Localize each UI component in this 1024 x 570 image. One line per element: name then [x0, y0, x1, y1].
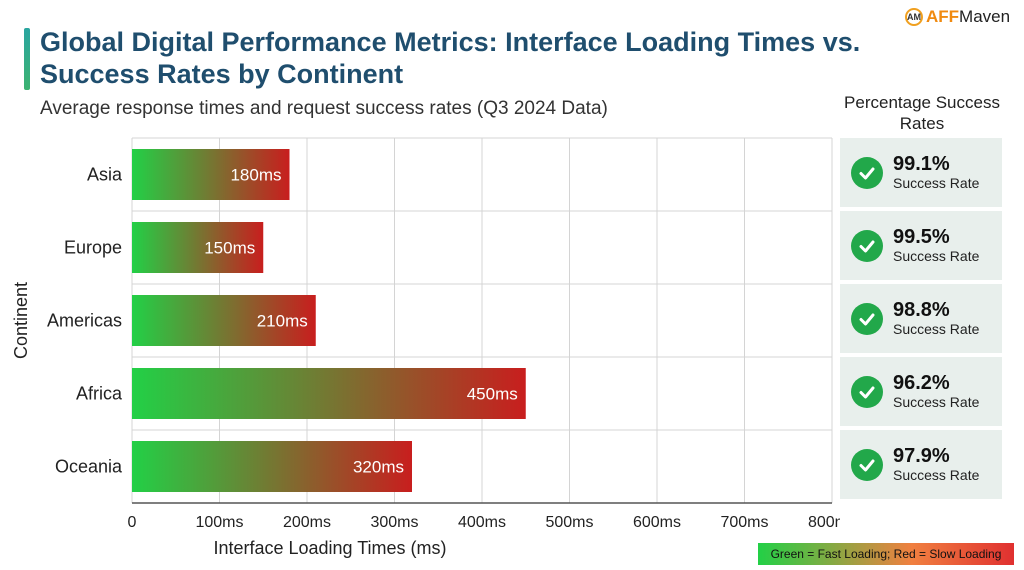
success-rate-value: 96.2% — [893, 372, 950, 394]
check-circle-icon — [851, 229, 883, 262]
success-rate-label: Success Rate — [893, 321, 980, 337]
title-accent-bar — [24, 28, 30, 90]
y-tick-label: Europe — [64, 238, 122, 258]
success-rate-label: Success Rate — [893, 175, 980, 191]
x-axis-title: Interface Loading Times (ms) — [213, 538, 446, 558]
bar-value-label: 210ms — [257, 312, 308, 331]
x-tick-label: 0 — [128, 514, 137, 531]
x-tick-label: 700ms — [720, 514, 768, 531]
bar — [132, 222, 264, 273]
success-rate-label: Success Rate — [893, 248, 980, 264]
x-tick-label: 800ms — [808, 514, 840, 531]
color-legend-note: Green = Fast Loading; Red = Slow Loading — [758, 543, 1014, 565]
x-tick-label: 200ms — [283, 514, 331, 531]
y-tick-label: Oceania — [55, 457, 123, 477]
brand-logo: AM AFFMaven — [905, 7, 1010, 27]
chart-title: Global Digital Performance Metrics: Inte… — [40, 27, 861, 89]
y-tick-label: Americas — [47, 311, 122, 331]
success-rate-value: 99.5% — [893, 226, 950, 248]
bar — [132, 441, 412, 492]
chart-subtitle: Average response times and request succe… — [40, 98, 608, 119]
bar-value-label: 320ms — [353, 458, 404, 477]
y-tick-label: Africa — [76, 384, 123, 404]
x-tick-label: 500ms — [545, 514, 593, 531]
success-rate-value: 97.9% — [893, 445, 950, 467]
success-rate-label: Success Rate — [893, 394, 980, 410]
success-rate-card: 99.1% Success Rate — [840, 138, 1002, 207]
bar-value-label: 150ms — [204, 239, 255, 258]
x-tick-label: 400ms — [458, 514, 506, 531]
check-circle-icon — [851, 156, 883, 189]
success-rate-card: 96.2% Success Rate — [840, 357, 1002, 426]
y-tick-label: Asia — [87, 165, 123, 185]
check-circle-icon — [851, 302, 883, 335]
check-circle-icon — [851, 448, 883, 481]
success-rate-label: Success Rate — [893, 467, 980, 483]
check-circle-icon — [851, 375, 883, 408]
bar — [132, 368, 526, 419]
success-rate-card: 97.9% Success Rate — [840, 430, 1002, 499]
brand-logo-text: AFFMaven — [926, 7, 1011, 26]
success-rate-value: 99.1% — [893, 153, 950, 175]
x-tick-label: 300ms — [370, 514, 418, 531]
bar-value-label: 180ms — [230, 166, 281, 185]
bar — [132, 149, 290, 200]
y-axis-title: Continent — [11, 282, 31, 359]
brand-logo-icon: AM — [905, 8, 923, 26]
bar — [132, 295, 316, 346]
success-rate-value: 98.8% — [893, 299, 950, 321]
loading-time-bar-chart: 0 100ms 200ms 300ms 400ms 500ms 600ms 700ms 800m… — [11, 137, 840, 558]
success-rate-panel: 99.1% Success Rate 99.5% Success Rate 98.8% S… — [840, 138, 1002, 503]
x-tick-label: 100ms — [195, 514, 243, 531]
success-panel-title: Percentage Success Rates — [844, 93, 1000, 133]
bar-value-label: 450ms — [467, 385, 518, 404]
success-rate-card: 99.5% Success Rate — [840, 211, 1002, 280]
success-rate-card: 98.8% Success Rate — [840, 284, 1002, 353]
x-tick-label: 600ms — [633, 514, 681, 531]
